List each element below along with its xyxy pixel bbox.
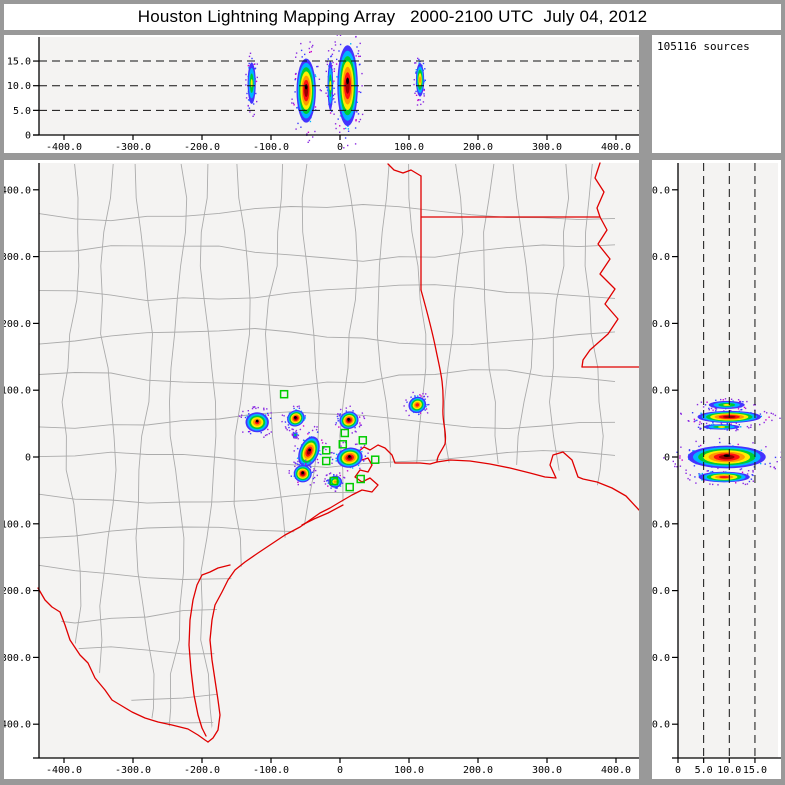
svg-text:100.0: 100.0 bbox=[394, 142, 424, 153]
svg-text:15.0: 15.0 bbox=[743, 765, 767, 776]
svg-text:-100.0: -100.0 bbox=[4, 519, 31, 530]
matagorda-barrier-spit bbox=[301, 504, 344, 526]
sources-count-label: 105116 sources bbox=[657, 40, 750, 53]
laguna-madre-shore bbox=[188, 564, 231, 737]
ns-altitude-plot: 0 5.0 10.015.0 400.0 300.0 200.0 100.0 0 -100.0 -… bbox=[652, 163, 781, 776]
svg-text:-300.0: -300.0 bbox=[115, 765, 151, 776]
svg-text:400.0: 400.0 bbox=[601, 765, 631, 776]
svg-text:0: 0 bbox=[337, 765, 343, 776]
rio-grande-border bbox=[37, 587, 209, 743]
station-square-marker bbox=[321, 456, 331, 466]
svg-text:0: 0 bbox=[675, 765, 681, 776]
svg-text:400.0: 400.0 bbox=[4, 185, 31, 196]
station-square-marker bbox=[321, 446, 331, 455]
svg-text:10.0: 10.0 bbox=[7, 81, 31, 92]
svg-text:-100.0: -100.0 bbox=[253, 765, 289, 776]
svg-text:0: 0 bbox=[337, 142, 343, 153]
svg-text:-200.0: -200.0 bbox=[184, 765, 220, 776]
svg-text:300.0: 300.0 bbox=[4, 252, 31, 263]
svg-text:5.0: 5.0 bbox=[13, 106, 31, 117]
sources-count-box: 105116 sources bbox=[652, 35, 781, 153]
station-square-marker bbox=[338, 440, 348, 449]
svg-text:5.0: 5.0 bbox=[695, 765, 713, 776]
page-title: Houston Lightning Mapping Array 2000-210… bbox=[137, 7, 648, 26]
svg-text:-300.0: -300.0 bbox=[4, 653, 31, 664]
station-square-marker bbox=[345, 482, 354, 492]
plan-view-map-plot: -400.0 -300.0 -200.0 -100.0 0 100.0 200.0 300.0… bbox=[4, 162, 639, 776]
state-borders-and-coastline bbox=[37, 162, 639, 743]
station-square-marker bbox=[370, 455, 380, 464]
panel-plan-view-map: -400.0 -300.0 -200.0 -100.0 0 100.0 200.0 300.0… bbox=[4, 160, 639, 779]
svg-text:-300.0: -300.0 bbox=[115, 142, 151, 153]
svg-text:-200.0: -200.0 bbox=[4, 586, 31, 597]
svg-text:0: 0 bbox=[664, 453, 670, 464]
station-square-marker bbox=[340, 428, 350, 438]
svg-text:300.0: 300.0 bbox=[532, 765, 562, 776]
svg-text:200.0: 200.0 bbox=[463, 142, 493, 153]
svg-text:-200.0: -200.0 bbox=[652, 586, 670, 597]
station-square-marker bbox=[358, 436, 368, 445]
lma-station-markers bbox=[279, 389, 380, 492]
station-square-marker bbox=[329, 476, 339, 486]
panel-ew-altitude-projection: -400.0 -300.0 -200.0 -100.0 0 100.0 200.0 300.0… bbox=[4, 35, 639, 153]
panel-ns-altitude-projection: 0 5.0 10.015.0 400.0 300.0 200.0 100.0 0 -100.0 -… bbox=[652, 160, 781, 779]
svg-text:200.0: 200.0 bbox=[4, 319, 31, 330]
svg-text:200.0: 200.0 bbox=[463, 765, 493, 776]
svg-text:-200.0: -200.0 bbox=[184, 142, 220, 153]
svg-text:100.0: 100.0 bbox=[4, 386, 31, 397]
svg-text:0: 0 bbox=[25, 453, 31, 464]
svg-text:300.0: 300.0 bbox=[532, 142, 562, 153]
svg-text:-400.0: -400.0 bbox=[46, 142, 82, 153]
svg-text:300.0: 300.0 bbox=[652, 252, 670, 263]
svg-text:-300.0: -300.0 bbox=[652, 653, 670, 664]
mississippi-river-border bbox=[581, 162, 619, 368]
svg-text:100.0: 100.0 bbox=[652, 386, 670, 397]
svg-text:0: 0 bbox=[25, 131, 31, 142]
svg-text:400.0: 400.0 bbox=[652, 185, 670, 196]
svg-text:100.0: 100.0 bbox=[394, 765, 424, 776]
sabine-river-border bbox=[420, 289, 447, 463]
svg-text:15.0: 15.0 bbox=[7, 57, 31, 68]
red-river-border bbox=[387, 163, 422, 177]
lightning-density-cells bbox=[238, 391, 430, 492]
svg-text:200.0: 200.0 bbox=[652, 319, 670, 330]
ew-altitude-plot: -400.0 -300.0 -200.0 -100.0 0 100.0 200.0 300.0… bbox=[7, 35, 639, 153]
svg-text:-400.0: -400.0 bbox=[4, 720, 31, 731]
title-bar: Houston Lightning Mapping Array 2000-210… bbox=[4, 4, 781, 30]
svg-text:-400.0: -400.0 bbox=[652, 720, 670, 731]
svg-text:10.0: 10.0 bbox=[717, 765, 741, 776]
station-square-marker bbox=[356, 474, 365, 484]
svg-text:400.0: 400.0 bbox=[601, 142, 631, 153]
gulf-coastline bbox=[207, 444, 639, 743]
svg-text:-400.0: -400.0 bbox=[46, 765, 82, 776]
svg-text:-100.0: -100.0 bbox=[652, 519, 670, 530]
svg-text:-100.0: -100.0 bbox=[253, 142, 289, 153]
station-square-marker bbox=[279, 389, 289, 399]
